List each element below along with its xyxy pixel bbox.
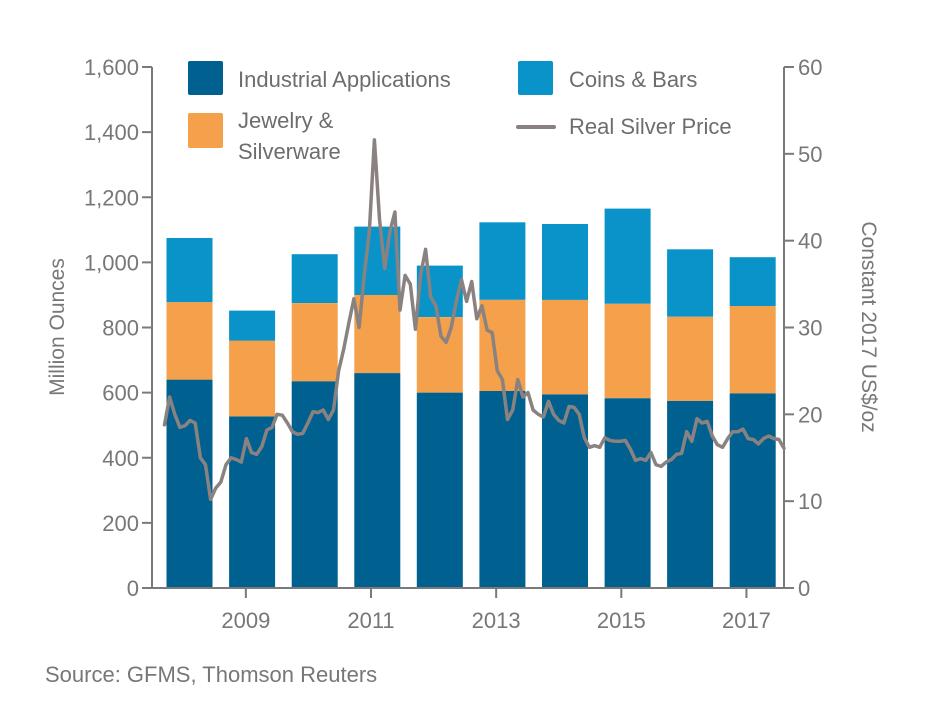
bar-industrial-2012	[416, 392, 463, 588]
legend-swatch-coins	[518, 61, 553, 95]
legend-swatch-industrial	[188, 61, 223, 95]
bar-industrial-2009	[229, 416, 276, 588]
bar-coins-2011	[354, 226, 401, 295]
bar-coins-2017	[729, 257, 776, 306]
bar-industrial-2017	[729, 393, 776, 588]
axes-layer: 0 200 400 600 800 1,000 1,200 1,400 1,600 0 10 20 30…	[84, 55, 823, 633]
bar-industrial-2016	[667, 400, 714, 588]
bar-industrial-2011	[354, 373, 401, 588]
bar-jewelry-2016	[667, 316, 714, 401]
bar-jewelry-2010	[291, 303, 338, 382]
legend-label-jewelry-line2: Silverware	[238, 139, 341, 164]
bar-coins-2016	[667, 249, 714, 317]
y-tick-label-1,400: 1,400	[84, 120, 139, 145]
bar-jewelry-2008	[166, 302, 213, 380]
y2-tick-label-10: 10	[798, 489, 822, 514]
y2-tick-label-60: 60	[798, 55, 822, 80]
y-axis-title: Million Ounces	[46, 258, 69, 396]
legend-label-jewelry-line1: Jewelry &	[238, 108, 334, 133]
y-tick-label-200: 200	[102, 511, 139, 536]
bar-jewelry-2014	[542, 299, 588, 395]
bar-jewelry-2013	[479, 299, 526, 391]
bar-coins-2008	[166, 238, 213, 303]
y-tick-label-600: 600	[102, 381, 139, 406]
y-tick-label-1,000: 1,000	[84, 250, 139, 275]
y2-tick-label-50: 50	[798, 142, 822, 167]
y2-tick-label-20: 20	[798, 402, 822, 427]
bar-coins-2015	[604, 208, 651, 304]
y2-tick-label-40: 40	[798, 229, 822, 254]
y2-tick-label-30: 30	[798, 316, 822, 341]
y2-tick-label-0: 0	[798, 576, 810, 601]
bar-coins-2014	[542, 224, 588, 300]
x-tick-label-2011: 2011	[347, 608, 394, 633]
y-tick-label-1,200: 1,200	[84, 185, 139, 210]
bar-coins-2010	[291, 254, 338, 303]
bar-coins-2013	[479, 222, 526, 300]
price-line-layer	[162, 138, 786, 502]
x-tick-label-2009: 2009	[221, 608, 270, 633]
y-tick-label-400: 400	[102, 446, 139, 471]
bars-layer	[166, 208, 776, 588]
bar-industrial-2013	[479, 391, 526, 588]
x-tick-label-2017: 2017	[722, 608, 771, 633]
legend: Industrial Applications Coins & Bars Jew…	[188, 61, 732, 164]
y2-axis-title: Constant 2017 US$/oz	[857, 221, 880, 432]
legend-label-industrial: Industrial Applications	[238, 67, 451, 92]
y-tick-label-0: 0	[127, 576, 139, 601]
source-note: Source: GFMS, Thomson Reuters	[45, 662, 378, 687]
legend-swatch-jewelry	[188, 113, 223, 148]
x-tick-label-2013: 2013	[472, 608, 521, 633]
y-tick-label-1,600: 1,600	[84, 55, 139, 80]
x-tick-label-2015: 2015	[597, 608, 646, 633]
bar-jewelry-2017	[729, 306, 776, 394]
bar-jewelry-2015	[604, 303, 651, 399]
legend-label-price: Real Silver Price	[569, 114, 732, 139]
legend-label-coins: Coins & Bars	[569, 67, 697, 92]
bar-coins-2009	[229, 310, 276, 341]
real-silver-price-line	[162, 138, 786, 502]
bar-jewelry-2009	[229, 340, 276, 417]
bar-industrial-2015	[604, 398, 651, 588]
y-tick-label-800: 800	[102, 316, 139, 341]
